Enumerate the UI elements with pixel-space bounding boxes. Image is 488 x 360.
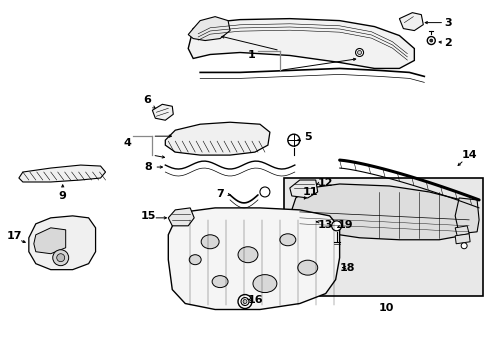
Text: 14: 14	[460, 150, 476, 160]
Ellipse shape	[252, 275, 276, 293]
Circle shape	[57, 254, 64, 262]
Circle shape	[305, 218, 313, 226]
Text: 9: 9	[59, 191, 66, 201]
Text: 1: 1	[247, 50, 255, 60]
Text: 3: 3	[444, 18, 451, 28]
Text: 18: 18	[339, 263, 355, 273]
Circle shape	[243, 300, 246, 303]
Polygon shape	[165, 122, 269, 155]
Ellipse shape	[238, 247, 258, 263]
Polygon shape	[29, 216, 95, 270]
Text: 16: 16	[247, 294, 263, 305]
Polygon shape	[188, 17, 229, 41]
Circle shape	[260, 187, 269, 197]
Text: 7: 7	[216, 189, 224, 199]
Ellipse shape	[279, 234, 295, 246]
Circle shape	[238, 294, 251, 309]
Circle shape	[355, 49, 363, 57]
Polygon shape	[454, 234, 469, 244]
Polygon shape	[454, 198, 478, 234]
Text: 10: 10	[378, 302, 393, 312]
Polygon shape	[399, 13, 423, 31]
Text: 6: 6	[143, 95, 151, 105]
Ellipse shape	[297, 260, 317, 275]
Circle shape	[357, 50, 361, 54]
Polygon shape	[289, 180, 317, 198]
Ellipse shape	[201, 235, 219, 249]
Circle shape	[241, 298, 248, 306]
Text: 2: 2	[444, 37, 451, 48]
Circle shape	[299, 196, 303, 200]
Polygon shape	[168, 208, 194, 226]
Circle shape	[460, 243, 466, 249]
Text: 15: 15	[141, 211, 156, 221]
Text: 11: 11	[303, 187, 318, 197]
Polygon shape	[291, 184, 473, 240]
Text: 19: 19	[337, 220, 353, 230]
Circle shape	[427, 37, 434, 45]
Polygon shape	[34, 228, 65, 254]
Circle shape	[296, 193, 306, 203]
Circle shape	[53, 250, 68, 266]
Text: 4: 4	[123, 138, 131, 148]
Polygon shape	[152, 104, 173, 120]
Circle shape	[287, 134, 299, 146]
Text: 17: 17	[7, 231, 22, 241]
Bar	[283, 178, 482, 296]
Polygon shape	[454, 226, 468, 236]
Text: 8: 8	[144, 162, 152, 172]
Circle shape	[302, 215, 316, 229]
Circle shape	[331, 221, 341, 231]
Ellipse shape	[212, 276, 227, 288]
Text: 12: 12	[317, 178, 333, 188]
Polygon shape	[19, 165, 105, 182]
Text: 5: 5	[304, 132, 311, 142]
Text: 13: 13	[317, 220, 333, 230]
Polygon shape	[188, 19, 413, 68]
Circle shape	[429, 39, 432, 42]
Ellipse shape	[189, 255, 201, 265]
Polygon shape	[168, 208, 339, 310]
